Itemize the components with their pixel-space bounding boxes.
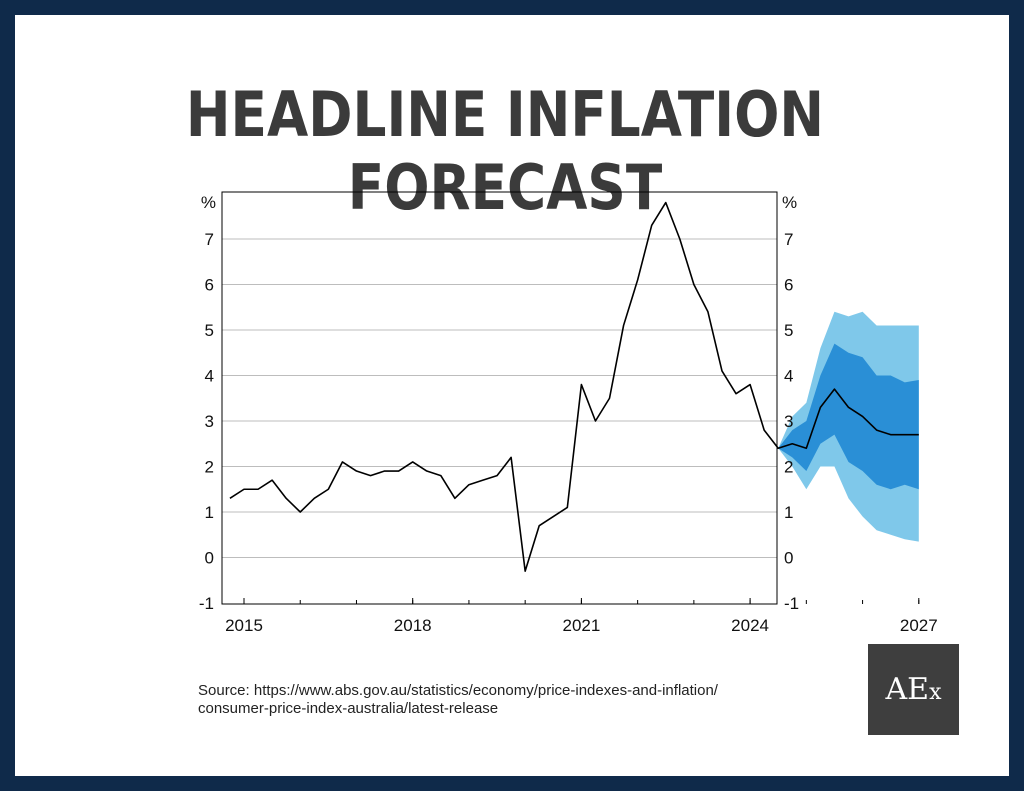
source-note: Source: https://www.abs.gov.au/statistic…: [198, 682, 718, 718]
y-tick-label-right: 4: [784, 367, 793, 386]
y-tick-label-left: 2: [205, 458, 214, 477]
y-tick-label-left: 1: [205, 503, 214, 522]
y-tick-label-right: 2: [784, 458, 793, 477]
y-tick-label-right: 7: [784, 230, 793, 249]
source-line-1: Source: https://www.abs.gov.au/statistic…: [198, 682, 718, 699]
x-tick-label: 2021: [562, 616, 600, 635]
logo-main: AE: [885, 672, 930, 707]
series-line-0: [229, 201, 919, 572]
y-tick-label-right: -1: [784, 594, 799, 613]
aex-logo: AEx: [868, 644, 959, 735]
x-tick-label: 2018: [394, 616, 432, 635]
y-tick-label-right: 3: [784, 412, 793, 431]
source-line-2: consumer-price-index-australia/latest-re…: [198, 700, 499, 717]
forecast-band-inner: [778, 343, 919, 490]
y-tick-label-right: 1: [784, 503, 793, 522]
y-tick-label-right: 0: [784, 549, 793, 568]
y-unit-left: %: [201, 193, 216, 212]
page-title: HEADLINE INFLATION FORECAST: [185, 78, 825, 224]
x-tick-label: 2015: [225, 616, 263, 635]
y-tick-label-left: 5: [205, 321, 214, 340]
y-tick-label-right: 5: [784, 321, 793, 340]
y-tick-label-left: 7: [205, 230, 214, 249]
plot-frame: [221, 191, 778, 605]
y-tick-label-left: 6: [205, 276, 214, 295]
y-tick-label-right: 6: [784, 276, 793, 295]
y-tick-label-left: -1: [199, 594, 214, 613]
x-tick-label: 2027: [900, 616, 938, 635]
y-tick-label-left: 3: [205, 412, 214, 431]
x-tick-label: 2024: [731, 616, 769, 635]
y-tick-label-left: 0: [205, 549, 214, 568]
y-tick-label-left: 4: [205, 367, 214, 386]
y-unit-right: %: [782, 193, 797, 212]
logo-small: x: [929, 680, 942, 705]
